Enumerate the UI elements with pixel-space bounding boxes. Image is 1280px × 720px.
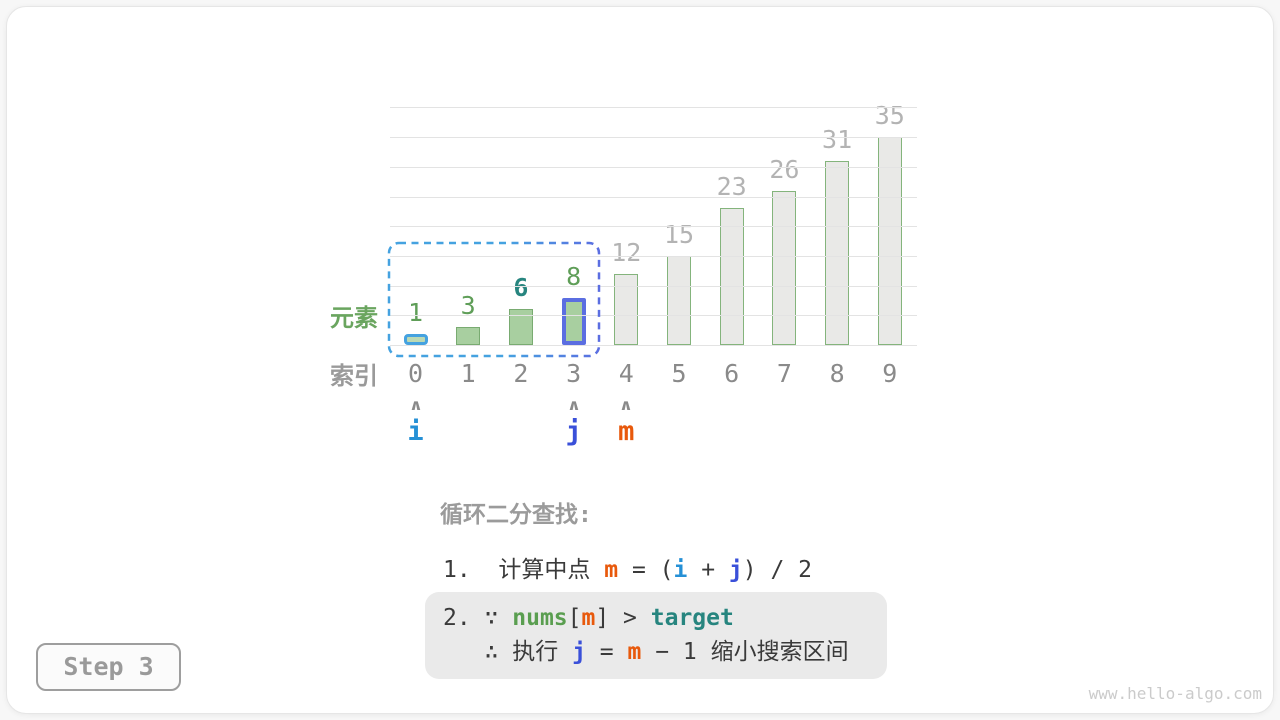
watermark: www.hello-algo.com xyxy=(1088,684,1262,703)
gridline xyxy=(390,166,917,168)
bar-index-4 xyxy=(614,273,639,345)
pointer-label-j: j xyxy=(565,416,582,447)
token: − 1 缩小搜索区间 xyxy=(641,639,849,665)
token: target xyxy=(650,605,734,631)
token: j xyxy=(572,639,586,665)
gridline xyxy=(390,255,917,257)
token: ∴ 执行 xyxy=(443,639,573,665)
annotation-step2-condition: 2. ∵ nums[m] > target xyxy=(443,601,887,635)
token: m xyxy=(627,639,642,665)
bar-value-label: 26 xyxy=(769,154,800,184)
annotation-step1-line: 1. 计算中点 m = (i + j) / 2 xyxy=(443,550,812,584)
bar-index-3 xyxy=(561,297,586,345)
token: 1. 计算中点 xyxy=(443,557,605,583)
gridline xyxy=(390,285,917,287)
token: j xyxy=(728,557,743,583)
token: ] > xyxy=(595,605,651,631)
index-label: 0 xyxy=(407,359,424,388)
index-label: 2 xyxy=(513,359,529,388)
index-label: 8 xyxy=(829,359,845,388)
bar-value-label: 3 xyxy=(460,291,476,321)
token: [ xyxy=(567,605,582,631)
bar-value-label: 12 xyxy=(611,237,642,267)
element-row-label: 元素 xyxy=(330,304,378,332)
token: ) / 2 xyxy=(742,557,813,583)
token: + xyxy=(687,557,729,583)
token: 2. ∵ xyxy=(443,605,513,631)
pointer-label-m: m xyxy=(618,416,635,447)
index-row-label: 索引 xyxy=(330,362,378,390)
bar-value-label: 8 xyxy=(566,261,582,291)
bar-index-1 xyxy=(456,327,481,345)
bar-value-label: 1 xyxy=(407,298,424,327)
token: i xyxy=(673,557,688,583)
bar-index-6 xyxy=(719,208,744,345)
token: m xyxy=(581,605,596,631)
search-range-selection-box xyxy=(387,241,601,358)
bar-index-9 xyxy=(877,137,902,345)
bar-value-label: 15 xyxy=(663,219,695,249)
annotation-title: 循环二分查找: xyxy=(440,502,592,528)
index-label: 6 xyxy=(724,359,740,388)
bar-index-7 xyxy=(772,190,797,345)
pointer-label-i: i xyxy=(407,416,424,447)
pointer-caret-j: ∧ xyxy=(567,396,580,414)
bar-value-label: 31 xyxy=(822,124,853,154)
index-label: 3 xyxy=(566,359,582,388)
gridline xyxy=(390,345,917,346)
pointer-caret-m: ∧ xyxy=(620,396,633,414)
annotation-step2-box: 2. ∵ nums[m] > target ∴ 执行 j = m − 1 缩小搜… xyxy=(425,592,887,679)
index-label: 1 xyxy=(460,359,476,388)
bar-index-0 xyxy=(403,334,428,345)
index-label: 5 xyxy=(671,359,687,388)
gridline xyxy=(390,226,917,228)
gridline xyxy=(390,315,917,317)
index-label: 4 xyxy=(618,359,634,388)
bar-value-label: 23 xyxy=(716,172,747,202)
bar-value-label: 35 xyxy=(874,101,905,131)
token: = xyxy=(585,639,628,665)
index-label: 7 xyxy=(776,359,792,388)
pointer-caret-i: ∧ xyxy=(409,396,422,414)
gridline xyxy=(390,137,917,139)
gridline xyxy=(390,196,917,198)
gridline xyxy=(390,107,917,109)
step-badge: Step 3 xyxy=(36,643,181,691)
annotation-step2-action: ∴ 执行 j = m − 1 缩小搜索区间 xyxy=(443,635,887,669)
index-label: 9 xyxy=(882,359,898,388)
token: = ( xyxy=(618,557,674,583)
bar-index-5 xyxy=(667,255,691,345)
token: nums xyxy=(512,605,568,631)
token: m xyxy=(604,557,619,583)
bar-index-8 xyxy=(825,160,850,345)
bar-value-label: 6 xyxy=(513,273,529,303)
